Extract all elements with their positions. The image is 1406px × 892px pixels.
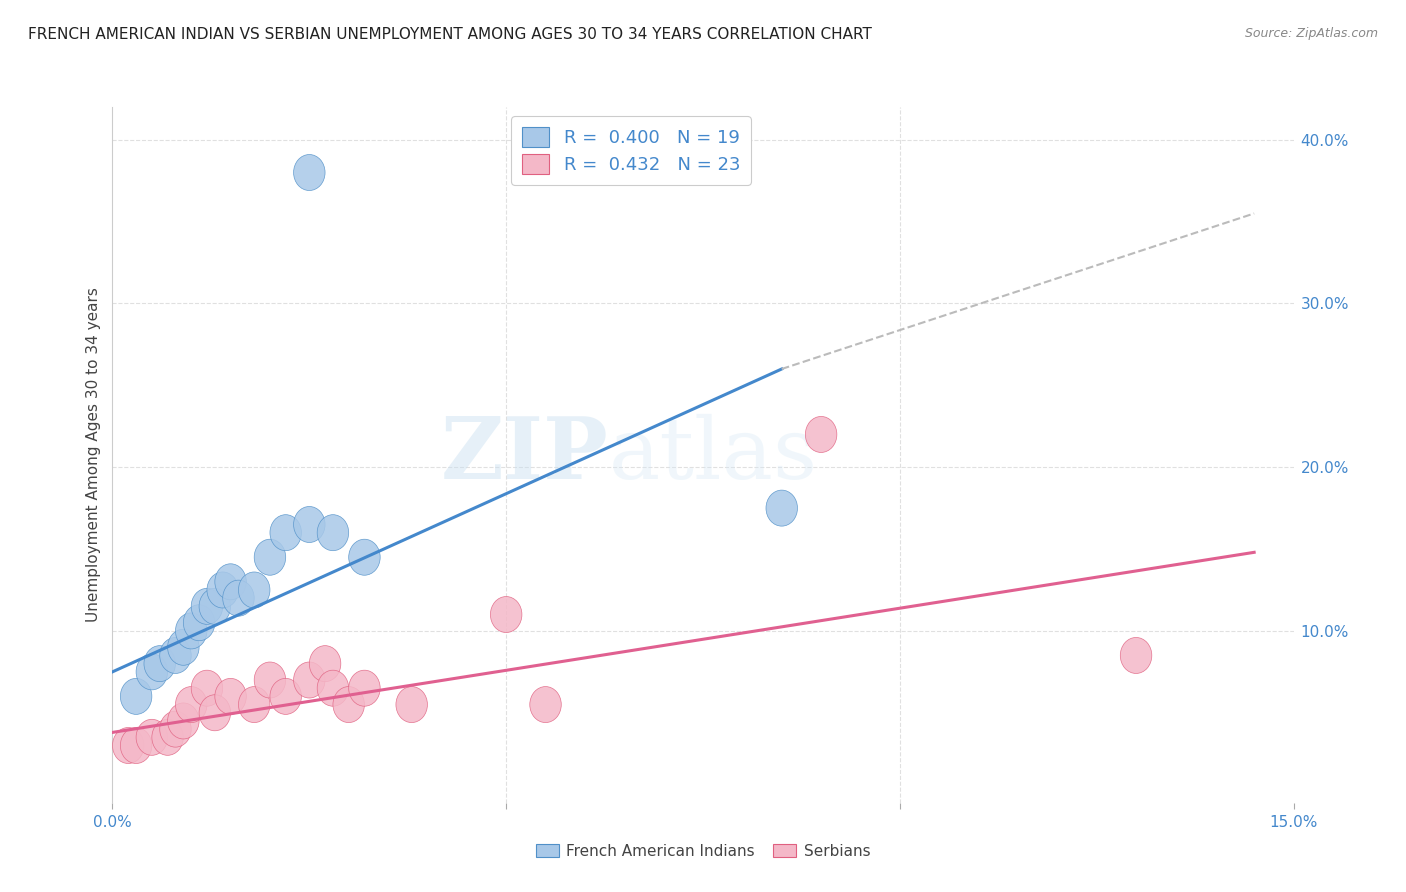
Ellipse shape <box>806 417 837 452</box>
Ellipse shape <box>136 719 167 756</box>
Ellipse shape <box>270 679 301 714</box>
Ellipse shape <box>160 638 191 673</box>
Text: ZIP: ZIP <box>440 413 609 497</box>
Ellipse shape <box>215 679 246 714</box>
Ellipse shape <box>176 687 207 723</box>
Text: FRENCH AMERICAN INDIAN VS SERBIAN UNEMPLOYMENT AMONG AGES 30 TO 34 YEARS CORRELA: FRENCH AMERICAN INDIAN VS SERBIAN UNEMPL… <box>28 27 872 42</box>
Ellipse shape <box>270 515 301 550</box>
Ellipse shape <box>112 728 143 764</box>
Ellipse shape <box>1121 638 1152 673</box>
Y-axis label: Unemployment Among Ages 30 to 34 years: Unemployment Among Ages 30 to 34 years <box>86 287 101 623</box>
Ellipse shape <box>183 605 215 640</box>
Ellipse shape <box>200 589 231 624</box>
Ellipse shape <box>318 515 349 550</box>
Ellipse shape <box>333 687 364 723</box>
Ellipse shape <box>254 540 285 575</box>
Ellipse shape <box>294 154 325 191</box>
Ellipse shape <box>349 670 380 706</box>
Ellipse shape <box>191 589 222 624</box>
Ellipse shape <box>239 572 270 608</box>
Ellipse shape <box>152 719 183 756</box>
Ellipse shape <box>309 646 340 681</box>
Text: Source: ZipAtlas.com: Source: ZipAtlas.com <box>1244 27 1378 40</box>
Ellipse shape <box>491 597 522 632</box>
Ellipse shape <box>167 703 200 739</box>
Ellipse shape <box>349 540 380 575</box>
Ellipse shape <box>254 662 285 698</box>
Ellipse shape <box>396 687 427 723</box>
Ellipse shape <box>167 629 200 665</box>
Ellipse shape <box>294 662 325 698</box>
Ellipse shape <box>160 711 191 747</box>
Ellipse shape <box>318 670 349 706</box>
Ellipse shape <box>766 490 797 526</box>
Ellipse shape <box>239 687 270 723</box>
Ellipse shape <box>191 670 222 706</box>
Ellipse shape <box>143 646 176 681</box>
Text: atlas: atlas <box>609 413 818 497</box>
Ellipse shape <box>136 654 167 690</box>
Ellipse shape <box>215 564 246 599</box>
Ellipse shape <box>207 572 239 608</box>
Ellipse shape <box>530 687 561 723</box>
Legend: French American Indians, Serbians: French American Indians, Serbians <box>530 838 876 864</box>
Ellipse shape <box>200 695 231 731</box>
Ellipse shape <box>121 679 152 714</box>
Ellipse shape <box>294 507 325 542</box>
Ellipse shape <box>222 580 254 616</box>
Ellipse shape <box>176 613 207 648</box>
Ellipse shape <box>121 728 152 764</box>
